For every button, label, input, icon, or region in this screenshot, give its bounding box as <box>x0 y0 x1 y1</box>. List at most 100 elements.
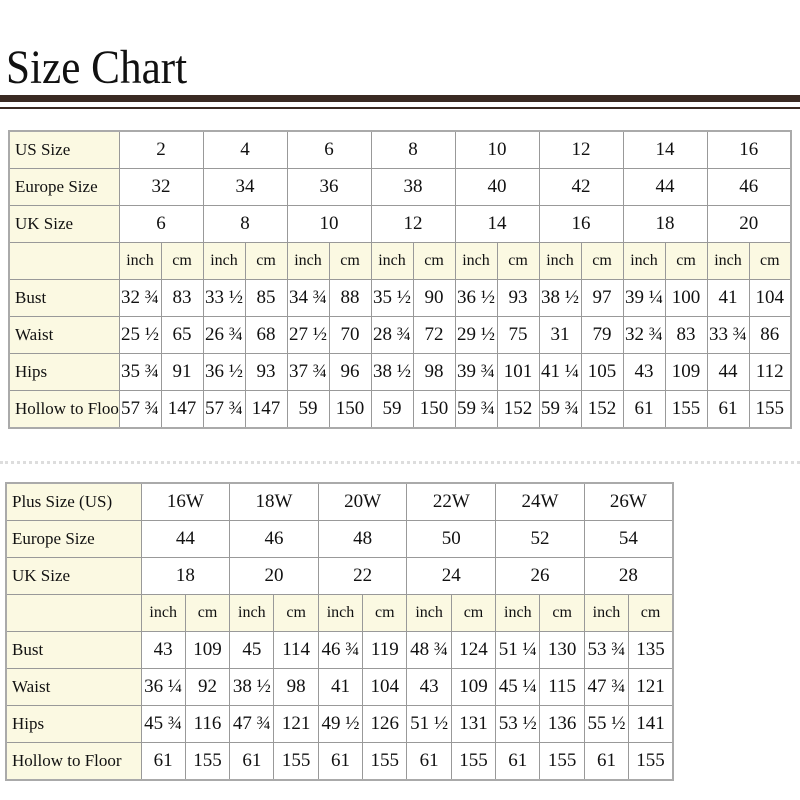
size-cell: 12 <box>538 130 624 169</box>
measure-cell: 104 <box>748 279 792 317</box>
measure-cell: 57 ¾ <box>202 390 246 429</box>
measure-cell: 47 ¾ <box>229 705 275 743</box>
unit-cell: inch <box>538 242 582 280</box>
measure-cell: 59 ¾ <box>454 390 498 429</box>
measure-cell: 28 ¾ <box>370 316 414 354</box>
unit-cell: cm <box>628 594 674 632</box>
table-row: UK Size 6 8 10 12 14 16 18 20 <box>8 205 792 243</box>
unit-cell: inch <box>140 594 186 632</box>
measure-cell: 124 <box>450 631 497 669</box>
measure-cell: 32 ¾ <box>118 279 162 317</box>
measure-cell: 79 <box>580 316 624 354</box>
unit-cell: inch <box>286 242 330 280</box>
size-cell: 22W <box>406 482 497 521</box>
measure-cell: 44 <box>706 353 750 391</box>
size-cell: 22 <box>317 557 408 595</box>
measure-cell: 38 ½ <box>370 353 414 391</box>
row-label: Plus Size (US) <box>5 482 142 521</box>
unit-cell: inch <box>229 594 275 632</box>
measure-cell: 115 <box>539 668 585 706</box>
size-cell: 40 <box>454 168 540 206</box>
measure-cell: 35 ¾ <box>118 353 162 391</box>
measure-cell: 121 <box>273 705 319 743</box>
measure-cell: 51 ¼ <box>495 631 541 669</box>
measure-cell: 105 <box>580 353 624 391</box>
measure-cell: 90 <box>412 279 456 317</box>
measure-cell: 93 <box>496 279 540 317</box>
size-cell: 14 <box>454 205 540 243</box>
measure-cell: 109 <box>184 631 231 669</box>
measure-cell: 155 <box>450 742 497 781</box>
row-label: Waist <box>5 668 142 706</box>
unit-cell: cm <box>244 242 288 280</box>
measure-cell: 61 <box>706 390 750 429</box>
table-row: Europe Size 44 46 48 50 52 54 <box>5 520 674 558</box>
measure-cell: 83 <box>160 279 204 317</box>
measure-cell: 112 <box>748 353 792 391</box>
measure-cell: 72 <box>412 316 456 354</box>
size-cell: 28 <box>583 557 674 595</box>
measure-cell: 61 <box>229 742 275 781</box>
size-cell: 18 <box>140 557 231 595</box>
row-label: Hollow to Floor <box>8 390 120 429</box>
measure-cell: 39 ¼ <box>622 279 666 317</box>
measure-cell: 41 <box>706 279 750 317</box>
size-cell: 32 <box>118 168 204 206</box>
size-cell: 34 <box>202 168 288 206</box>
size-cell: 38 <box>370 168 456 206</box>
size-cell: 14 <box>622 130 708 169</box>
size-cell: 20W <box>317 482 408 521</box>
measure-cell: 55 ½ <box>583 705 630 743</box>
rule <box>0 95 800 102</box>
measure-cell: 85 <box>244 279 288 317</box>
row-label: UK Size <box>8 205 120 243</box>
unit-cell: cm <box>539 594 585 632</box>
measure-cell: 61 <box>140 742 186 781</box>
measure-cell: 136 <box>539 705 585 743</box>
size-cell: 36 <box>286 168 372 206</box>
measure-cell: 155 <box>184 742 231 781</box>
measure-cell: 43 <box>406 668 452 706</box>
measure-cell: 49 ½ <box>317 705 364 743</box>
table-row: US Size 2 4 6 8 10 12 14 16 <box>8 130 792 169</box>
blank-cell <box>5 594 142 632</box>
measure-cell: 147 <box>244 390 288 429</box>
size-cell: 54 <box>583 520 674 558</box>
measure-cell: 92 <box>184 668 231 706</box>
size-cell: 50 <box>406 520 497 558</box>
size-cell: 44 <box>622 168 708 206</box>
size-cell: 10 <box>286 205 372 243</box>
measure-cell: 59 <box>370 390 414 429</box>
measure-cell: 88 <box>328 279 372 317</box>
unit-cell: inch <box>202 242 246 280</box>
measure-cell: 61 <box>406 742 452 781</box>
measure-cell: 93 <box>244 353 288 391</box>
measure-cell: 37 ¾ <box>286 353 330 391</box>
size-cell: 46 <box>229 520 319 558</box>
measure-cell: 45 ¾ <box>140 705 186 743</box>
table-row: Bust 32 ¾ 83 33 ½ 85 34 ¾ 88 35 ½ 90 36 ½ 93 38 ½ 97… <box>8 279 792 317</box>
measure-cell: 75 <box>496 316 540 354</box>
measure-cell: 100 <box>664 279 708 317</box>
page-title: Size Chart <box>6 41 188 94</box>
size-cell: 10 <box>454 130 540 169</box>
measure-cell: 27 ½ <box>286 316 330 354</box>
table-row: UK Size 18 20 22 24 26 28 <box>5 557 674 595</box>
unit-cell: inch <box>406 594 452 632</box>
unit-cell: cm <box>328 242 372 280</box>
measure-cell: 41 <box>317 668 364 706</box>
measure-cell: 155 <box>628 742 674 781</box>
unit-cell: inch <box>706 242 750 280</box>
row-label: Europe Size <box>5 520 142 558</box>
unit-cell: inch <box>317 594 364 632</box>
size-cell: 24W <box>495 482 585 521</box>
measure-cell: 61 <box>495 742 541 781</box>
measure-cell: 70 <box>328 316 372 354</box>
size-cell: 26W <box>583 482 674 521</box>
unit-cell: cm <box>273 594 319 632</box>
measure-cell: 86 <box>748 316 792 354</box>
measure-cell: 61 <box>583 742 630 781</box>
measure-cell: 101 <box>496 353 540 391</box>
size-cell: 2 <box>118 130 204 169</box>
measure-cell: 51 ½ <box>406 705 452 743</box>
